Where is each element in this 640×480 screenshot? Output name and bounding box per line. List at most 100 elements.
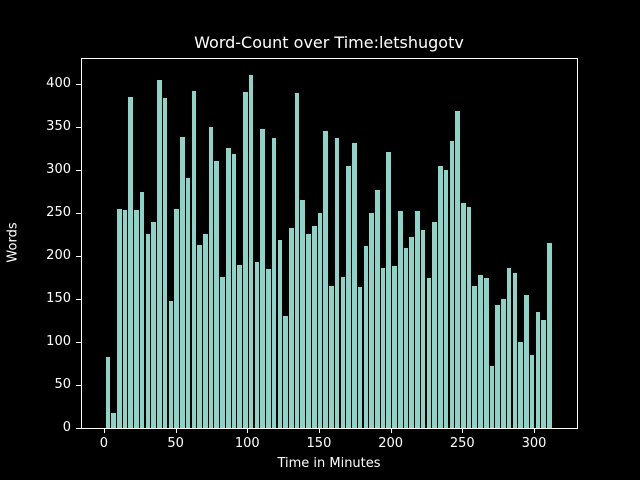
bar	[506, 267, 512, 428]
bar	[483, 278, 489, 428]
bar	[535, 311, 541, 428]
x-tick-label: 200	[378, 436, 404, 451]
bar	[214, 161, 220, 428]
bar	[397, 211, 403, 428]
bar	[237, 264, 242, 428]
bar	[466, 206, 472, 428]
bar	[386, 151, 392, 428]
y-tick-mark	[76, 83, 81, 85]
y-tick-mark	[76, 212, 81, 214]
y-tick-label: 200	[46, 247, 71, 263]
bar	[260, 128, 265, 428]
bar	[415, 211, 420, 428]
bar	[317, 212, 323, 428]
y-tick-label: 100	[46, 333, 71, 349]
bar	[443, 169, 449, 428]
bar	[266, 268, 271, 428]
bar	[311, 225, 317, 428]
chart-title: Word-Count over Time:letshugotv	[194, 33, 464, 52]
bar	[334, 138, 340, 428]
y-tick-mark	[76, 126, 81, 128]
bar	[489, 366, 495, 428]
bar	[283, 316, 288, 428]
bar	[208, 126, 214, 428]
x-tick-mark	[175, 429, 177, 433]
bar	[111, 412, 116, 428]
y-tick-mark	[76, 169, 81, 171]
bar	[449, 141, 455, 428]
bar	[306, 234, 311, 428]
bar	[248, 75, 254, 428]
y-tick-label: 250	[46, 204, 71, 220]
bar	[409, 236, 414, 428]
x-axis-label: Time in Minutes	[277, 456, 381, 471]
bar	[541, 320, 546, 428]
x-tick-mark	[533, 429, 535, 433]
bar	[512, 273, 518, 428]
bar	[105, 357, 111, 428]
bar	[426, 278, 432, 428]
x-tick-label: 250	[449, 436, 475, 451]
bar	[352, 143, 357, 428]
bar	[478, 274, 483, 428]
bar	[122, 210, 128, 428]
bar	[116, 208, 122, 428]
y-tick-label: 400	[46, 75, 71, 91]
bar	[363, 246, 369, 428]
x-tick-mark	[390, 429, 392, 433]
bar	[495, 304, 500, 428]
bar	[547, 243, 552, 428]
bar	[420, 230, 426, 428]
bar	[168, 300, 174, 428]
bar	[157, 79, 162, 428]
bar	[432, 221, 437, 428]
bar	[162, 98, 168, 428]
bar	[243, 92, 248, 428]
bar	[346, 165, 351, 428]
x-tick-label: 50	[167, 436, 184, 451]
bar	[128, 96, 134, 428]
y-tick-mark	[76, 384, 81, 386]
bar	[231, 154, 237, 428]
bar	[134, 210, 139, 428]
y-tick-mark	[76, 428, 81, 429]
y-tick-mark	[76, 341, 81, 343]
bar	[220, 276, 225, 428]
bar	[340, 277, 346, 428]
bar	[369, 212, 374, 428]
bar	[375, 189, 380, 428]
x-tick-mark	[247, 429, 249, 433]
y-tick-label: 300	[46, 161, 71, 177]
x-tick-label: 150	[306, 436, 332, 451]
bar	[191, 90, 197, 428]
x-tick-label: 300	[521, 436, 547, 451]
x-tick-mark	[462, 429, 464, 433]
bar	[357, 286, 363, 428]
bar	[139, 192, 145, 428]
bar	[289, 228, 294, 428]
bar	[151, 221, 156, 428]
bar	[323, 131, 328, 428]
bar	[529, 354, 535, 428]
bar	[524, 294, 529, 428]
bar	[197, 244, 202, 428]
bar	[271, 138, 277, 428]
bar	[254, 261, 260, 428]
bar	[202, 233, 208, 428]
bar	[501, 298, 506, 428]
y-tick-label: 50	[54, 376, 71, 392]
bar	[174, 208, 179, 428]
x-tick-mark	[318, 429, 320, 433]
x-tick-label: 100	[234, 436, 260, 451]
bar	[461, 202, 466, 428]
x-tick-label: 0	[99, 436, 109, 451]
y-tick-label: 0	[62, 420, 71, 435]
x-tick-mark	[103, 429, 105, 433]
bar	[455, 111, 460, 428]
bar	[225, 147, 231, 428]
bar	[329, 286, 334, 428]
bar	[392, 266, 397, 428]
bar	[185, 178, 191, 428]
bar	[300, 199, 306, 428]
bar	[380, 267, 386, 428]
